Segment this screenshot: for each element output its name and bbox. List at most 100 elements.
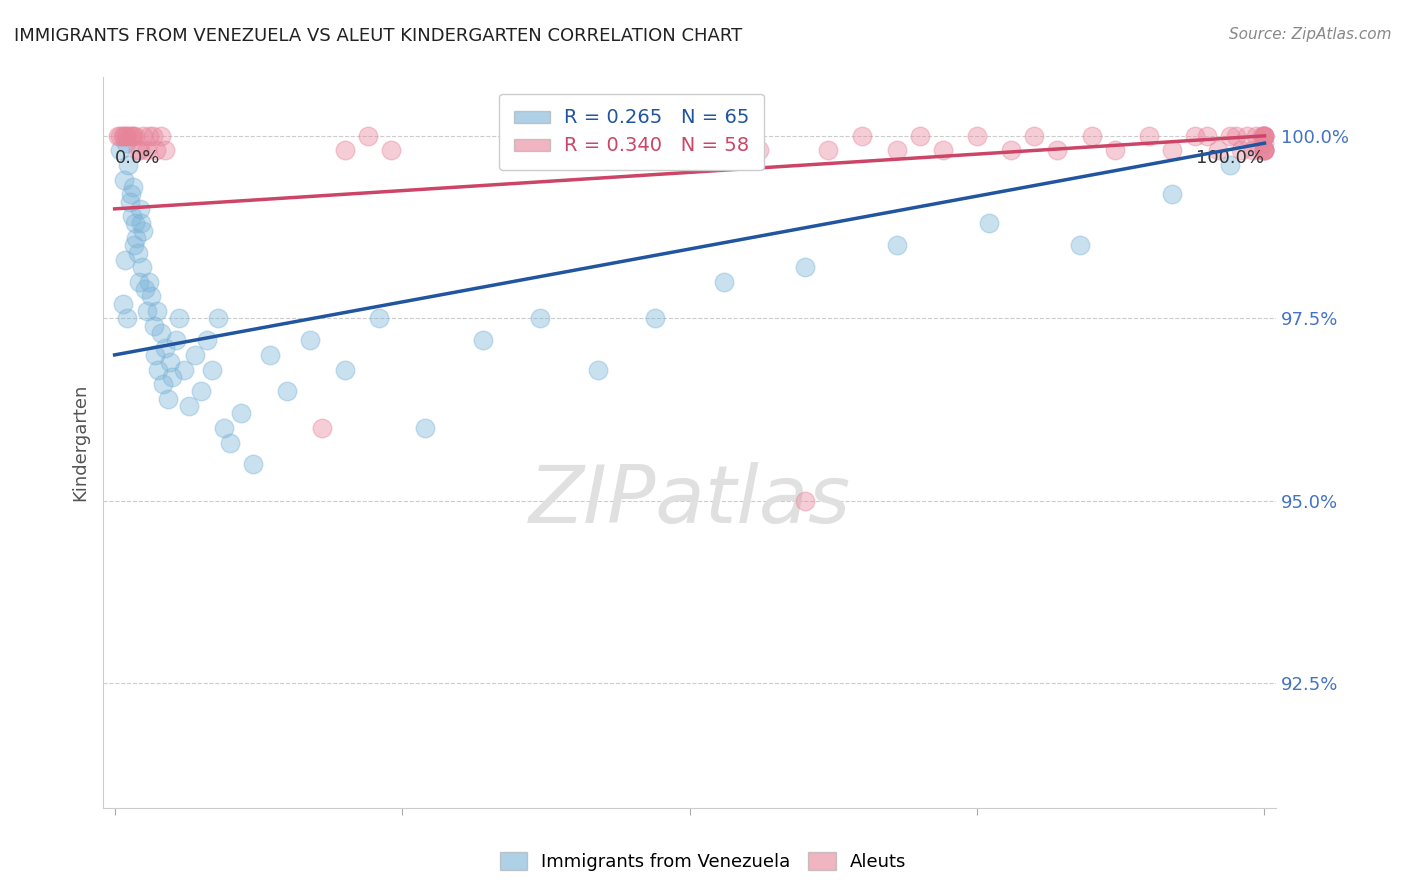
- Point: [195, 334, 218, 348]
- Point: [1253, 128, 1275, 143]
- Point: [115, 136, 138, 150]
- Point: [1236, 128, 1258, 143]
- Point: [1249, 144, 1271, 158]
- Point: [1225, 128, 1247, 143]
- Point: [1251, 128, 1274, 143]
- Point: [380, 144, 402, 158]
- Point: [112, 172, 135, 186]
- Point: [118, 194, 141, 209]
- Point: [966, 128, 988, 143]
- Point: [155, 341, 177, 355]
- Point: [259, 348, 281, 362]
- Point: [129, 217, 152, 231]
- Point: [118, 128, 141, 143]
- Text: 0.0%: 0.0%: [115, 149, 160, 167]
- Point: [1253, 136, 1275, 150]
- Point: [908, 128, 931, 143]
- Point: [112, 128, 135, 143]
- Point: [201, 362, 224, 376]
- Point: [121, 209, 143, 223]
- Point: [886, 144, 908, 158]
- Point: [124, 128, 146, 143]
- Point: [159, 355, 181, 369]
- Point: [132, 128, 155, 143]
- Point: [117, 158, 139, 172]
- Point: [413, 421, 436, 435]
- Point: [1069, 238, 1091, 252]
- Point: [149, 128, 172, 143]
- Point: [120, 187, 142, 202]
- Point: [132, 224, 155, 238]
- Point: [1000, 144, 1022, 158]
- Point: [1253, 144, 1275, 158]
- Point: [167, 311, 190, 326]
- Point: [148, 362, 170, 376]
- Point: [356, 128, 378, 143]
- Point: [311, 421, 333, 435]
- Point: [1104, 144, 1126, 158]
- Point: [122, 238, 145, 252]
- Point: [156, 392, 179, 406]
- Point: [138, 275, 160, 289]
- Point: [218, 435, 240, 450]
- Point: [149, 326, 172, 340]
- Y-axis label: Kindergarten: Kindergarten: [72, 384, 89, 501]
- Point: [299, 334, 322, 348]
- Point: [851, 128, 873, 143]
- Point: [125, 231, 148, 245]
- Point: [229, 406, 252, 420]
- Point: [817, 144, 839, 158]
- Point: [793, 260, 815, 275]
- Point: [142, 318, 165, 333]
- Point: [110, 144, 132, 158]
- Point: [146, 304, 169, 318]
- Point: [184, 348, 207, 362]
- Text: Source: ZipAtlas.com: Source: ZipAtlas.com: [1229, 27, 1392, 42]
- Text: ZIPatlas: ZIPatlas: [529, 462, 851, 540]
- Point: [1219, 158, 1241, 172]
- Point: [644, 311, 666, 326]
- Point: [155, 144, 177, 158]
- Legend: R = 0.265   N = 65, R = 0.340   N = 58: R = 0.265 N = 65, R = 0.340 N = 58: [499, 94, 763, 169]
- Point: [165, 334, 187, 348]
- Point: [111, 128, 134, 143]
- Legend: Immigrants from Venezuela, Aleuts: Immigrants from Venezuela, Aleuts: [492, 845, 914, 879]
- Point: [471, 334, 494, 348]
- Point: [1253, 144, 1275, 158]
- Point: [142, 128, 165, 143]
- Point: [117, 128, 139, 143]
- Point: [1253, 128, 1275, 143]
- Point: [115, 128, 138, 143]
- Point: [1046, 144, 1069, 158]
- Point: [131, 260, 153, 275]
- Point: [107, 128, 129, 143]
- Point: [212, 421, 235, 435]
- Point: [1253, 128, 1275, 143]
- Point: [1081, 128, 1104, 143]
- Point: [1253, 128, 1275, 143]
- Point: [114, 252, 136, 267]
- Point: [122, 180, 145, 194]
- Point: [145, 144, 167, 158]
- Point: [1161, 144, 1184, 158]
- Point: [207, 311, 229, 326]
- Text: IMMIGRANTS FROM VENEZUELA VS ALEUT KINDERGARTEN CORRELATION CHART: IMMIGRANTS FROM VENEZUELA VS ALEUT KINDE…: [14, 27, 742, 45]
- Point: [122, 128, 145, 143]
- Point: [1253, 144, 1275, 158]
- Point: [977, 217, 1000, 231]
- Point: [138, 128, 160, 143]
- Point: [1139, 128, 1161, 143]
- Point: [135, 144, 157, 158]
- Point: [1184, 128, 1206, 143]
- Point: [143, 348, 166, 362]
- Point: [124, 217, 146, 231]
- Point: [793, 494, 815, 508]
- Point: [276, 384, 298, 399]
- Point: [135, 304, 157, 318]
- Point: [1219, 128, 1241, 143]
- Point: [333, 362, 356, 376]
- Point: [121, 128, 143, 143]
- Point: [141, 289, 163, 303]
- Point: [127, 144, 149, 158]
- Point: [117, 311, 139, 326]
